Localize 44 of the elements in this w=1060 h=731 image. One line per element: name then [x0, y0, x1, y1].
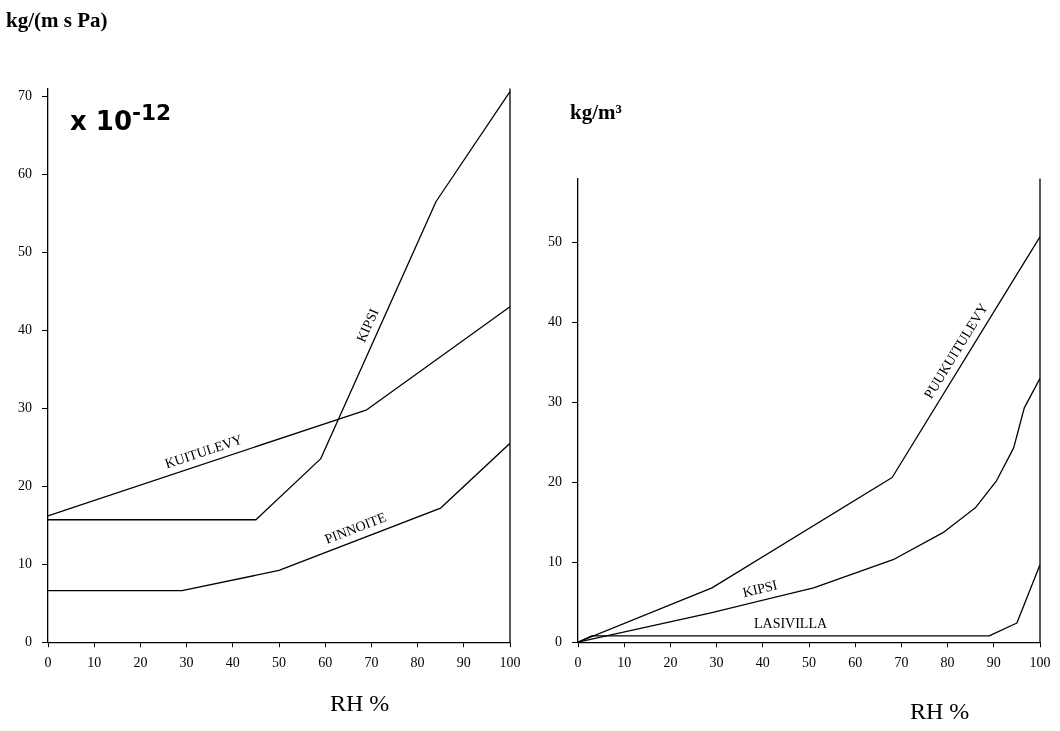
y-tick-label: 0 — [555, 633, 562, 649]
y-tick-label: 50 — [18, 243, 32, 259]
y-tick-label: 50 — [548, 234, 562, 250]
x-tick-label: 40 — [755, 655, 770, 671]
x-axis-title: RH % — [330, 690, 390, 717]
y-tick-label: 10 — [548, 553, 562, 569]
x-tick-label: 90 — [986, 655, 1001, 671]
x-tick-label: 20 — [133, 655, 148, 671]
y-tick-label: 70 — [18, 87, 32, 103]
y-tick-label: 40 — [548, 314, 562, 330]
text: KIPSI — [353, 306, 382, 345]
x-tick-label: 90 — [456, 655, 471, 671]
x-axis-title: RH % — [910, 698, 970, 725]
x-tick-label: 0 — [44, 655, 52, 671]
y-axis-title: kg/(m s Pa) — [6, 8, 108, 33]
x-tick-label: 20 — [663, 655, 678, 671]
y-tick-label: 30 — [548, 393, 562, 409]
y-tick-label: 40 — [18, 321, 32, 337]
y-tick-label: 60 — [18, 165, 32, 181]
x-tick-label: 50 — [272, 655, 286, 671]
x-tick-label: 50 — [802, 655, 816, 671]
x-tick-label: 80 — [940, 655, 955, 671]
annotation: x 10$^{-12}$ — [70, 100, 172, 136]
series-label: LASIVILLA — [753, 616, 828, 632]
x-tick-label: 30 — [179, 655, 194, 671]
x-tick-label: 10 — [87, 655, 102, 671]
x-tick-label: 100 — [1029, 655, 1051, 671]
x-tick-label: 10 — [617, 655, 632, 671]
x-tick-label: 100 — [499, 655, 521, 671]
y-tick-label: 30 — [18, 399, 32, 415]
x-tick-label: 60 — [848, 655, 863, 671]
text: KIPSI — [741, 577, 780, 601]
y-tick-label: 20 — [548, 473, 562, 489]
x-tick-label: 80 — [410, 655, 425, 671]
y-tick-label: 10 — [18, 555, 32, 571]
y-tick-label: 0 — [25, 633, 32, 649]
y-axis-title: kg/m³ — [570, 100, 622, 125]
y-tick-label: 20 — [18, 477, 32, 493]
x-tick-label: 60 — [318, 655, 333, 671]
x-tick-label: 0 — [574, 655, 582, 671]
x-tick-label: 40 — [225, 655, 240, 671]
x-tick-label: 30 — [709, 655, 724, 671]
x-tick-label: 70 — [364, 655, 379, 671]
x-tick-label: 70 — [894, 655, 909, 671]
